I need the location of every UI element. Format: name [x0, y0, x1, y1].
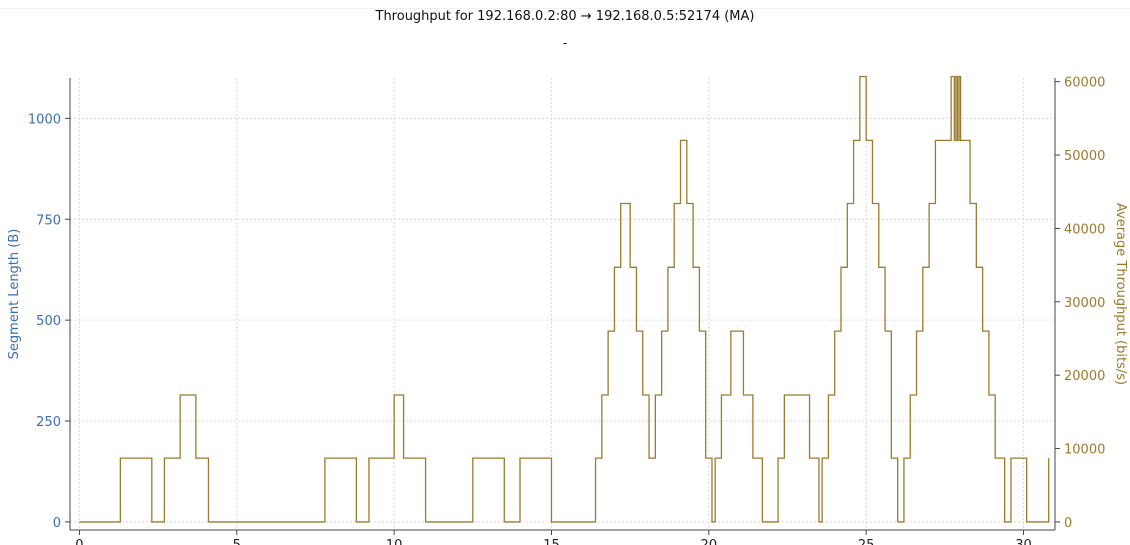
x-tick-label: 5: [233, 538, 241, 545]
chart-title: Throughput for 192.168.0.2:80 → 192.168.…: [375, 9, 755, 24]
header-divider: [0, 8, 1130, 9]
axes: [65, 78, 1060, 535]
x-tick-label: 20: [701, 538, 718, 545]
x-tick-label: 25: [858, 538, 875, 545]
y-right-tick-label: 20000: [1064, 369, 1105, 384]
y-left-tick-label: 0: [53, 516, 61, 531]
x-tick-label: 10: [386, 538, 403, 545]
x-tick-label: 15: [543, 538, 560, 545]
y-right-tick-label: 40000: [1064, 222, 1105, 237]
y-left-tick-label: 750: [36, 213, 61, 228]
y-right-tick-label: 50000: [1064, 149, 1105, 164]
y-left-tick-label: 500: [36, 314, 61, 329]
chart-subtitle: -: [562, 36, 568, 50]
x-tick-label: 30: [1015, 538, 1032, 545]
y-axis-left-title: Segment Length (B): [7, 229, 22, 360]
throughput-series-line: [79, 75, 1050, 523]
y-left-tick-label: 250: [36, 415, 61, 430]
y-right-tick-label: 30000: [1064, 296, 1105, 311]
y-right-tick-label: 0: [1064, 516, 1072, 531]
grid-lines: [70, 78, 1055, 530]
y-axis-right-title: Average Throughput (bits/s): [1113, 203, 1128, 385]
x-tick-label: 0: [75, 538, 83, 545]
y-left-tick-label: 1000: [28, 112, 61, 127]
tick-labels: 0510152025300250500750100001000020000300…: [28, 76, 1105, 545]
y-right-tick-label: 10000: [1064, 443, 1105, 458]
y-right-tick-label: 60000: [1064, 76, 1105, 91]
